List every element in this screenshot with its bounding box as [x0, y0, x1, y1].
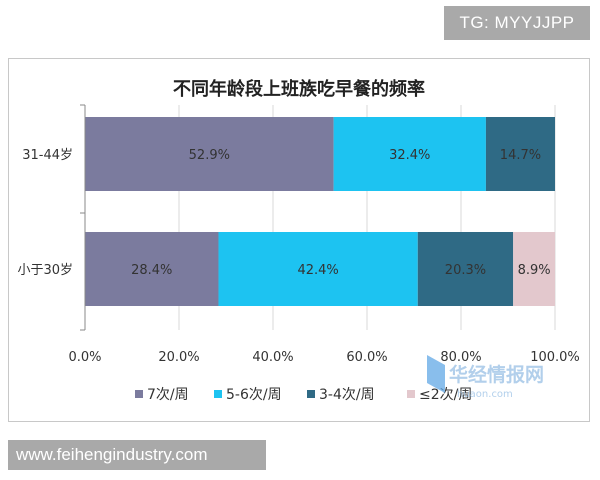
category-label: 31-44岁 [22, 148, 73, 163]
website-label: www.feihengindustry.com [8, 440, 266, 470]
x-tick-label: 80.0% [440, 350, 481, 365]
data-label: 42.4% [297, 263, 338, 278]
data-label: 52.9% [189, 148, 230, 163]
watermark-logo-icon [427, 355, 445, 393]
bar-segment [333, 117, 486, 191]
stacked-bar-chart: 不同年龄段上班族吃早餐的频率 52.9% 32.4% 14.7% 28.4% 42.4%… [17, 78, 580, 403]
watermark: 华经情报网 huaon.com [427, 355, 544, 400]
legend-swatch [135, 390, 143, 398]
legend-swatch [214, 390, 222, 398]
legend-swatch [407, 390, 415, 398]
x-tick-label: 60.0% [346, 350, 387, 365]
legend-swatch [307, 390, 315, 398]
watermark-en: huaon.com [457, 389, 513, 400]
legend-label: 7次/周 [147, 387, 189, 403]
data-label: 8.9% [518, 263, 551, 278]
x-tick-label: 100.0% [530, 350, 580, 365]
category-label: 小于30岁 [17, 263, 73, 278]
chart-frame: 不同年龄段上班族吃早餐的频率 52.9% 32.4% 14.7% 28.4% 42.4%… [8, 58, 590, 422]
chart-title: 不同年龄段上班族吃早餐的频率 [173, 78, 425, 100]
bar-segment [85, 232, 219, 306]
bar-segment [218, 232, 418, 306]
data-label: 32.4% [389, 148, 430, 163]
data-label: 20.3% [445, 263, 486, 278]
bar-segment [85, 117, 334, 191]
legend-label: 5-6次/周 [226, 387, 282, 403]
tg-label: TG: MYYJJPP [444, 6, 590, 40]
x-tick-label: 20.0% [158, 350, 199, 365]
legend-label: 3-4次/周 [319, 387, 375, 403]
bar-segment [417, 232, 514, 306]
x-tick-label: 40.0% [252, 350, 293, 365]
x-tick-label: 0.0% [68, 350, 101, 365]
bar-segment [513, 232, 555, 306]
bar-segment [485, 117, 555, 191]
data-label: 28.4% [131, 263, 172, 278]
data-label: 14.7% [500, 148, 541, 163]
legend-label: ≤2次/周 [419, 387, 472, 403]
watermark-cn: 华经情报网 [449, 363, 544, 386]
